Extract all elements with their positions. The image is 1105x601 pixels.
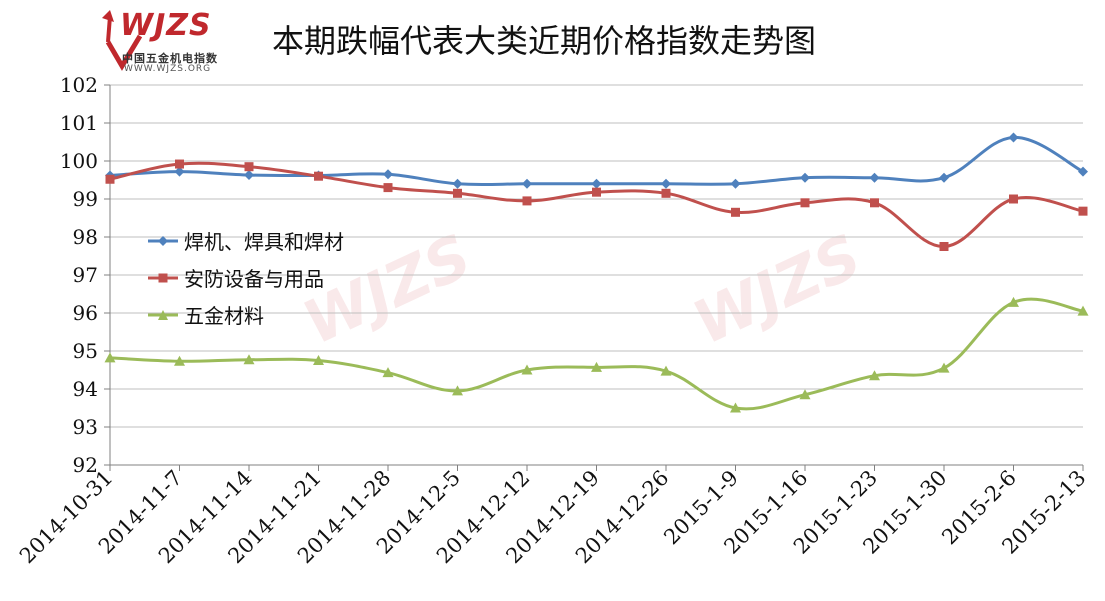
data-point	[174, 166, 185, 177]
legend-label-security: 安防设备与用品	[184, 267, 324, 291]
data-point	[800, 198, 810, 208]
data-point	[453, 188, 462, 198]
y-tick-label: 101	[60, 111, 98, 135]
data-point	[382, 367, 394, 378]
logo-url: WWW.WJZS.ORG	[124, 64, 212, 74]
data-point	[244, 170, 254, 181]
legend-swatch-welding	[148, 235, 178, 246]
data-point	[522, 196, 532, 206]
legend-item-security: 安防设备与用品	[148, 259, 344, 296]
chart-title: 本期跌幅代表大类近期价格指数走势图	[272, 22, 817, 60]
data-point	[661, 188, 671, 198]
y-tick-label: 93	[73, 415, 98, 439]
logo-name: WJZS	[120, 8, 212, 43]
data-point	[799, 389, 811, 400]
data-point	[1078, 166, 1088, 177]
logo-arrow-icon	[102, 10, 143, 71]
data-point	[591, 361, 602, 372]
legend-swatch-security	[148, 273, 178, 282]
data-point	[174, 355, 185, 366]
legend-item-hardware: 五金材料	[148, 296, 344, 333]
data-point	[592, 187, 601, 197]
legend-label-hardware: 五金材料	[184, 304, 264, 328]
y-tick-label: 92	[73, 453, 98, 477]
data-point	[661, 178, 671, 189]
data-point	[800, 172, 810, 183]
data-point	[1008, 296, 1019, 307]
data-point	[730, 402, 741, 413]
y-tick-label: 95	[73, 339, 98, 363]
data-point	[243, 354, 255, 365]
logo-subtitle: 中国五金机电指数	[122, 52, 218, 65]
data-point	[383, 183, 393, 193]
data-point	[869, 370, 880, 381]
data-point	[731, 207, 740, 217]
data-point	[104, 352, 116, 363]
legend-label-welding: 焊机、焊具和焊材	[184, 230, 344, 254]
data-point	[1008, 132, 1019, 143]
y-tick-label: 94	[73, 377, 98, 401]
legend-swatch-hardware	[148, 309, 178, 320]
data-point	[175, 159, 184, 169]
x-tick-label: 2014-10-31	[15, 466, 118, 569]
data-point	[1078, 206, 1088, 216]
data-point	[452, 178, 463, 189]
data-point	[660, 365, 672, 376]
data-point	[1077, 305, 1089, 316]
data-point	[870, 198, 879, 208]
data-point	[522, 178, 532, 189]
data-point	[938, 362, 950, 373]
data-point	[383, 169, 393, 180]
y-tick-label: 96	[73, 301, 98, 325]
data-point	[869, 172, 880, 183]
y-tick-label: 102	[60, 73, 98, 97]
series-line-2	[109, 297, 1084, 411]
data-point	[105, 174, 115, 184]
data-point	[313, 355, 324, 365]
wjzs-logo	[100, 6, 220, 78]
y-tick-label: 97	[73, 263, 98, 287]
legend: 焊机、焊具和焊材 安防设备与用品 五金材料	[148, 222, 344, 333]
y-tick-label: 98	[73, 225, 98, 249]
data-point	[730, 178, 741, 189]
legend-item-welding: 焊机、焊具和焊材	[148, 222, 344, 259]
data-point	[591, 178, 602, 189]
y-tick-label: 100	[60, 149, 98, 173]
data-point	[244, 162, 254, 172]
y-tick-label: 99	[73, 187, 98, 211]
data-point	[521, 364, 533, 375]
data-point	[939, 172, 949, 183]
data-point	[1009, 194, 1018, 204]
data-point	[939, 242, 949, 251]
data-point	[452, 385, 463, 396]
data-point	[314, 171, 323, 181]
